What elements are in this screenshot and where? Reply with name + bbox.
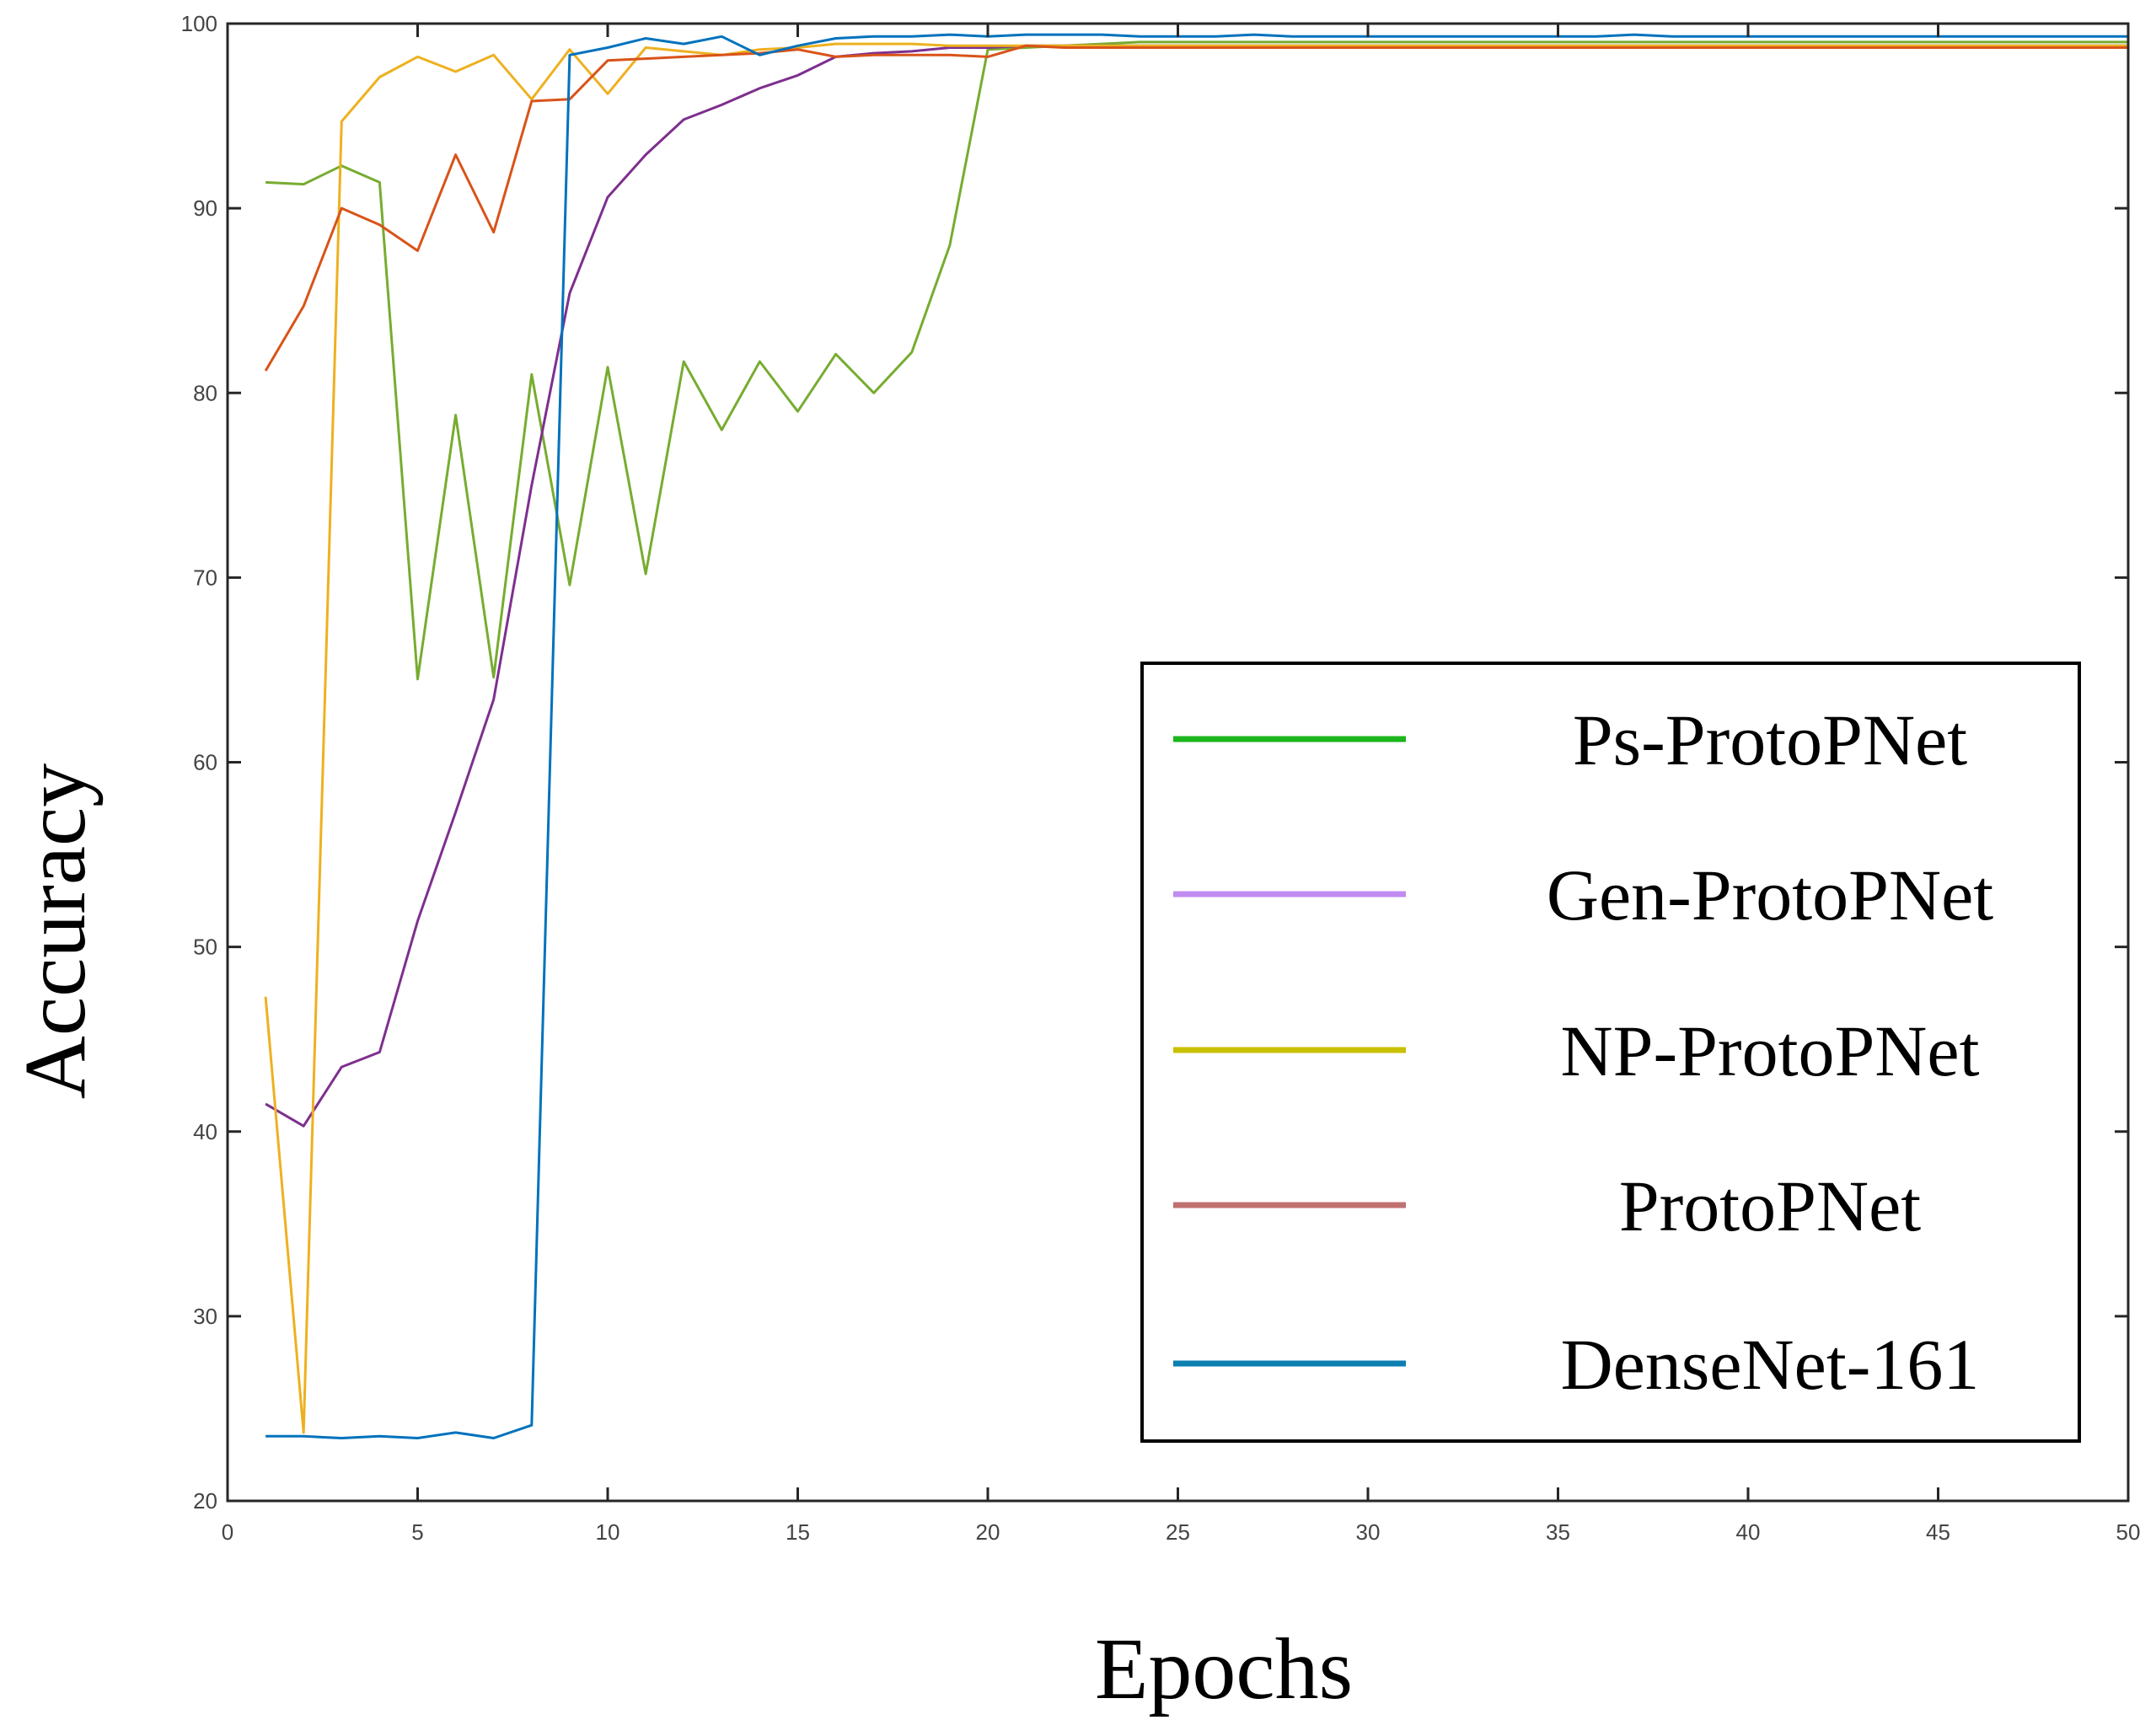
x-tick-label: 40: [1736, 1519, 1761, 1545]
series-layer: [264, 33, 2128, 1439]
series-line-2: [264, 42, 2128, 1434]
series-line-4: [265, 33, 2128, 1439]
y-tick-label: 90: [193, 196, 217, 221]
x-tick-label: 25: [1166, 1519, 1190, 1545]
series-line-0: [265, 40, 2128, 681]
x-tick-label: 50: [2116, 1519, 2141, 1545]
legend-label-2: NP-ProtoPNet: [1561, 1010, 1980, 1091]
y-tick-label: 80: [193, 380, 217, 405]
legend-label-1: Gen-ProtoPNet: [1547, 855, 1993, 935]
legend-label-4: DenseNet-161: [1561, 1324, 1980, 1405]
y-tick-label: 70: [193, 565, 217, 590]
x-tick-label: 35: [1546, 1519, 1570, 1545]
legend-label-0: Ps-ProtoPNet: [1573, 699, 1967, 780]
tick-layer: 0 5 10 15 20 25 30 35 40 45 50 20 30 40 50 60 70 80 90 100: [181, 11, 2141, 1545]
y-axis-title: Accuracy: [7, 764, 104, 1099]
x-tick-label: 30: [1356, 1519, 1381, 1545]
y-tick-label: 30: [193, 1304, 217, 1329]
x-tick-label: 15: [786, 1519, 810, 1545]
legend: Ps-ProtoPNet Gen-ProtoPNet NP-ProtoPNet Pro…: [1140, 662, 2081, 1443]
y-tick-label: 60: [193, 750, 217, 775]
x-tick-label: 5: [411, 1519, 423, 1545]
legend-label-3: ProtoPNet: [1619, 1165, 1921, 1246]
x-tick-label: 45: [1926, 1519, 1950, 1545]
y-tick-label: 20: [193, 1488, 217, 1514]
legend-entries: Ps-ProtoPNet Gen-ProtoPNet NP-ProtoPNet Pro…: [1173, 699, 1993, 1405]
series-line-3: [264, 44, 2128, 372]
y-tick-label: 50: [193, 935, 217, 960]
x-axis-title: Epochs: [1095, 1621, 1353, 1717]
y-tick-label: 100: [181, 11, 217, 36]
x-tick-label: 10: [596, 1519, 620, 1545]
x-tick-label: 0: [222, 1519, 233, 1545]
y-tick-label: 40: [193, 1119, 217, 1144]
x-tick-label: 20: [976, 1519, 1000, 1545]
